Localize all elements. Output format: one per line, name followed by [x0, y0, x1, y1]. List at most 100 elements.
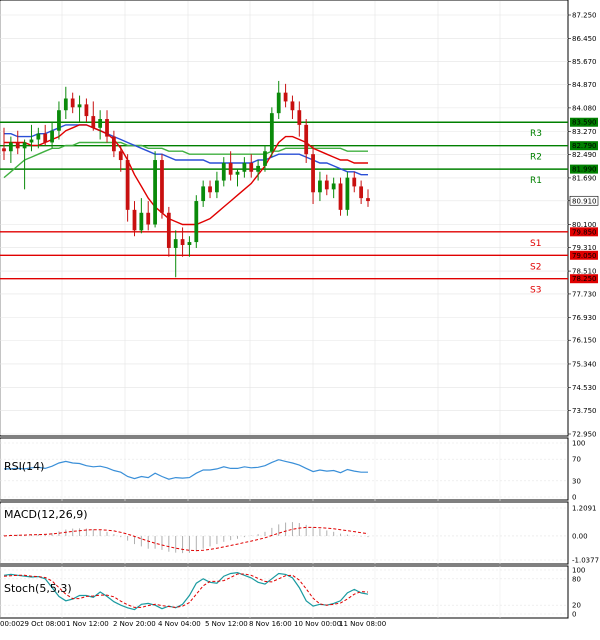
candle: [215, 171, 219, 199]
candle-body: [215, 180, 219, 193]
price-tick-label: 85.670: [572, 58, 597, 66]
stoch-panel[interactable]: Stoch(5,5,3): [0, 565, 569, 619]
candle-body: [132, 209, 137, 231]
candle: [194, 195, 199, 248]
candle: [187, 236, 192, 257]
price-tick-label: 74.530: [572, 384, 597, 392]
level-price-label: 79.050: [572, 252, 597, 260]
macd-tick-label: -1.0377: [572, 557, 599, 565]
candle-body: [290, 101, 295, 111]
candle: [221, 157, 226, 187]
price-tick-label: 77.730: [572, 290, 597, 298]
candlesticks: [2, 80, 370, 278]
time-tick-label: 1 Nov 12:00: [66, 620, 109, 628]
candle-body: [194, 201, 199, 243]
stoch-d-line: [3, 573, 369, 608]
candle: [132, 201, 137, 237]
candle-body: [359, 186, 364, 199]
candle-body: [173, 239, 178, 248]
candle-body: [50, 130, 54, 143]
price-panel[interactable]: R3 R2 R1 S1 S2 S3: [0, 0, 569, 437]
candle-body: [228, 162, 233, 175]
candle: [29, 124, 34, 152]
time-tick-label: 29 Oct 08:00: [20, 620, 66, 628]
candle: [63, 86, 68, 120]
level-label-s1: S1: [530, 239, 541, 249]
rsi-tick-label: 0: [572, 494, 576, 502]
candle-body: [125, 160, 130, 210]
macd-signal-line: [3, 526, 369, 552]
candle-body: [63, 98, 68, 111]
candle-body: [338, 183, 343, 210]
candle-body: [166, 212, 171, 248]
time-axis: 00:00 29 Oct 08:00 1 Nov 12:00 2 Nov 20:00 4…: [0, 620, 386, 628]
candle-body: [57, 110, 61, 131]
level-label-r1: R1: [530, 176, 542, 186]
candle-body: [331, 183, 336, 190]
candle-body: [43, 133, 48, 143]
level-label-r3: R3: [530, 129, 542, 139]
level-price-label: 81.990: [572, 166, 597, 174]
level-price-badge: [570, 274, 598, 284]
candle-body: [304, 124, 309, 155]
candle: [263, 145, 267, 172]
price-tick-label: 83.270: [572, 128, 597, 136]
macd-tick-label: 0.00: [572, 532, 588, 540]
candle: [2, 127, 6, 161]
stoch-tick-label: 20: [572, 602, 581, 610]
candle-body: [352, 177, 357, 187]
candle: [276, 80, 281, 120]
stoch-tick-label: 100: [572, 567, 585, 575]
candle-body: [22, 142, 27, 149]
macd-title: MACD(12,26,9): [4, 508, 88, 521]
candle-body: [269, 113, 274, 152]
level-price-badge: [570, 250, 598, 260]
candle-body: [139, 212, 144, 231]
candle-body: [2, 148, 6, 152]
candle-body: [208, 186, 212, 193]
stoch-tick-label: 80: [572, 575, 581, 583]
rsi-line: [4, 459, 368, 480]
time-tick-label: 00:00: [0, 620, 20, 628]
candle: [318, 171, 322, 202]
candle-body: [105, 119, 109, 137]
candle: [283, 83, 288, 108]
price-axis: 87.250 86.450 85.670 84.870 84.080 83.270 82.4…: [568, 12, 599, 439]
candle-body: [366, 198, 370, 202]
level-price-label: 82.790: [572, 142, 597, 150]
level-label-r2: R2: [530, 153, 542, 163]
candle-body: [84, 104, 89, 117]
candle: [235, 168, 240, 187]
candle: [36, 127, 41, 149]
candle-body: [256, 165, 261, 172]
candle: [352, 171, 357, 193]
time-tick-label: 10 Nov 00:00: [294, 620, 341, 628]
candle-body: [8, 142, 13, 152]
candle-body: [187, 242, 192, 246]
candle-body: [180, 239, 185, 246]
level-label-s3: S3: [530, 286, 541, 296]
candle-body: [160, 160, 164, 213]
stoch-k-line: [3, 571, 369, 611]
level-price-label: 83.590: [572, 119, 597, 127]
candle: [118, 145, 123, 172]
candle: [256, 160, 261, 181]
price-tick-label: 76.150: [572, 337, 597, 345]
candle: [180, 227, 185, 257]
candle: [98, 110, 103, 140]
candle: [43, 124, 48, 146]
time-tick-label: 8 Nov 16:00: [249, 620, 292, 628]
candle-body: [111, 136, 116, 152]
rsi-panel[interactable]: RSI(14): [0, 437, 569, 501]
macd-panel[interactable]: MACD(12,26,9): [0, 501, 569, 565]
candle: [297, 101, 302, 137]
price-panel-frame: [0, 0, 569, 437]
candle-body: [36, 133, 41, 140]
candle: [105, 110, 109, 143]
candle-body: [283, 92, 288, 102]
candle: [125, 154, 130, 222]
candle-body: [345, 177, 350, 210]
